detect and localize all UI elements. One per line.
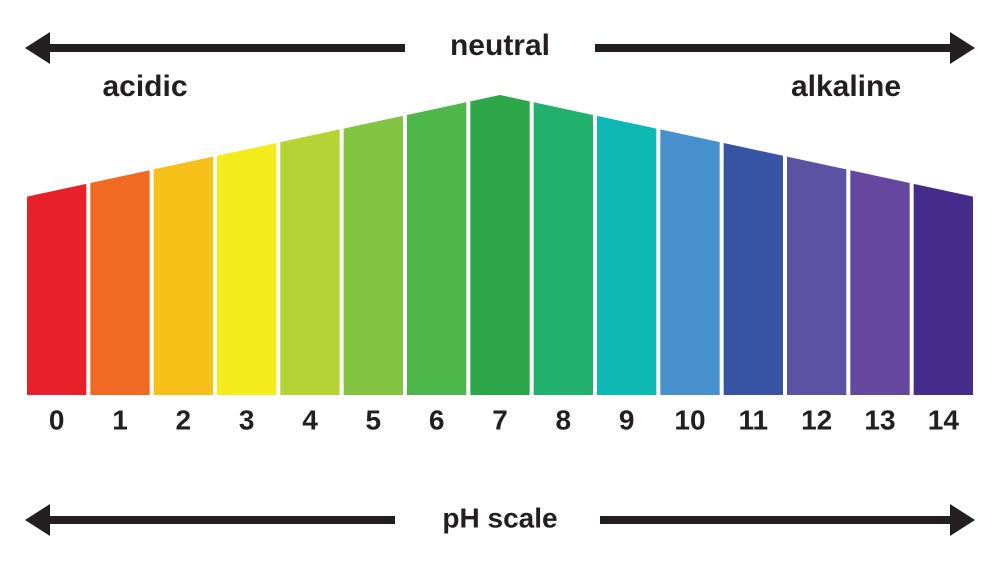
ph-bar	[723, 143, 783, 395]
ph-bar	[533, 102, 593, 395]
ph-label: 1	[112, 404, 128, 435]
ph-bar	[470, 95, 530, 395]
ph-bar	[27, 183, 87, 395]
ph-bar	[217, 143, 277, 395]
ph-label: 6	[429, 404, 445, 435]
ph-label: 9	[619, 404, 635, 435]
acidic-label: acidic	[102, 70, 187, 103]
ph-bar	[660, 129, 720, 395]
ph-bar	[787, 156, 847, 395]
ph-bar	[913, 183, 973, 395]
ph-label: 4	[302, 404, 318, 435]
ph-label: 12	[801, 404, 832, 435]
top-arrow	[25, 32, 975, 64]
neutral-label: neutral	[450, 29, 550, 62]
ph-bar	[850, 170, 910, 395]
ph-label: 2	[176, 404, 192, 435]
ph-bar	[407, 102, 467, 395]
ph-bar	[343, 115, 403, 396]
ph-bar	[153, 156, 213, 395]
ph-label: 0	[49, 404, 65, 435]
ph-label: 10	[674, 404, 705, 435]
footer-title: pH scale	[442, 502, 557, 533]
ph-label: 5	[366, 404, 382, 435]
ph-label: 8	[556, 404, 572, 435]
ph-label: 14	[928, 404, 960, 435]
ph-label: 11	[739, 404, 769, 435]
alkaline-label: alkaline	[791, 70, 901, 103]
ph-label: 3	[239, 404, 255, 435]
ph-label: 7	[492, 404, 508, 435]
bottom-arrow	[25, 504, 975, 536]
ph-label: 13	[864, 404, 895, 435]
ph-bar	[280, 129, 340, 395]
scale-bars	[27, 95, 973, 396]
ph-bar	[597, 115, 657, 396]
ph-bar	[90, 170, 150, 395]
